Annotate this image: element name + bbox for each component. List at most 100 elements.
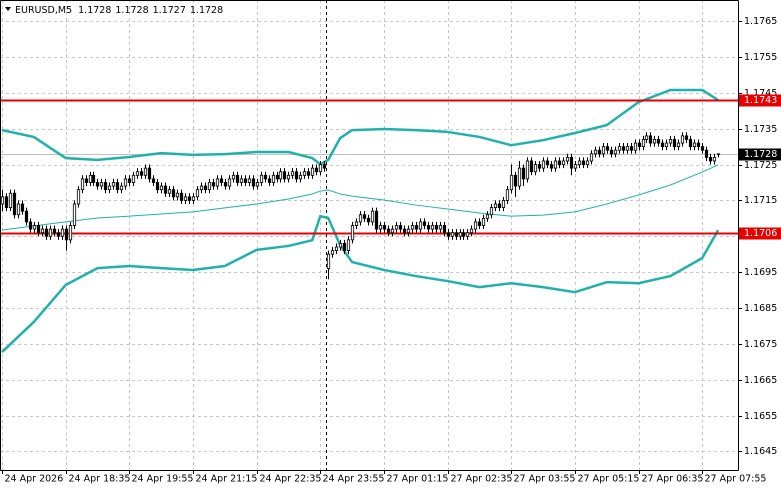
bar-close: 1.1728 <box>190 5 223 16</box>
candle-body <box>358 214 363 223</box>
symbol: EURUSD,M5 <box>15 5 72 16</box>
header-text: EURUSD,M5 1.1728 1.1728 1.1727 1.1728 <box>15 5 223 16</box>
candle-body <box>621 146 626 151</box>
candle-body <box>60 228 65 237</box>
candle-body <box>286 174 291 180</box>
y-tick-label: 1.1665 <box>744 375 777 386</box>
candle-body <box>382 225 387 230</box>
candle-body <box>434 225 439 230</box>
candle-body <box>338 243 343 248</box>
candle-body <box>625 146 630 151</box>
candle-body <box>505 189 510 201</box>
candle-body <box>64 228 69 241</box>
candle-body <box>251 178 256 187</box>
candle-body <box>243 178 248 183</box>
candle-body <box>346 239 351 251</box>
candle-body <box>135 171 140 176</box>
candle-body <box>107 185 112 191</box>
candle-body <box>143 167 148 176</box>
candle-body <box>573 164 578 169</box>
x-tick-label: 27 Apr 07:55 <box>705 474 767 485</box>
candle-body <box>179 192 184 201</box>
candle-body <box>378 225 383 230</box>
candle-body <box>52 228 57 234</box>
candle-body <box>314 167 319 173</box>
candle-body <box>704 149 709 158</box>
candle-body <box>263 174 268 180</box>
candle-body <box>155 182 160 191</box>
candle-body <box>247 178 252 183</box>
candle-body <box>103 182 108 191</box>
candle-body <box>239 178 244 183</box>
candle-body <box>581 160 586 165</box>
x-tick-label: 27 Apr 03:55 <box>514 474 576 485</box>
candle-body <box>151 178 156 183</box>
y-tick-label: 1.1695 <box>744 267 777 278</box>
candle-body <box>12 192 17 216</box>
y-tick-label: 1.1655 <box>744 411 777 422</box>
y-tick-label: 1.1675 <box>744 339 777 350</box>
candle-body <box>131 174 136 183</box>
y-tick-label: 1.1715 <box>744 195 777 206</box>
candle-body <box>215 178 220 187</box>
candle-body <box>513 174 518 187</box>
candle-body <box>354 221 359 226</box>
candle-body <box>684 135 689 140</box>
x-tick-label: 27 Apr 01:15 <box>387 474 449 485</box>
candle-body <box>489 207 494 216</box>
grid <box>0 0 738 470</box>
candle-body <box>617 146 622 151</box>
candle-body <box>302 171 307 176</box>
candle-body <box>672 139 677 148</box>
candle-body <box>318 164 323 173</box>
candle-body <box>637 142 642 148</box>
candle-body <box>501 200 506 208</box>
candle-body <box>676 142 681 148</box>
candle-body <box>44 228 49 237</box>
candle-body <box>298 174 303 180</box>
candle-body <box>533 164 538 173</box>
candle-body <box>326 253 331 269</box>
candle-body <box>473 221 478 230</box>
candle-body <box>668 139 673 144</box>
candle-body <box>255 182 260 187</box>
candle-body <box>680 135 685 144</box>
candle-body <box>402 228 407 234</box>
candle-body <box>593 149 598 155</box>
x-tick-label: 27 Apr 05:15 <box>578 474 640 485</box>
x-tick-label: 24 Apr 2026 <box>5 474 64 485</box>
candle-body <box>20 203 25 212</box>
candle-body <box>290 171 295 176</box>
candle-body <box>656 139 661 144</box>
candle-body <box>219 178 224 183</box>
candle-body <box>195 189 200 198</box>
header: EURUSD,M5 1.1728 1.1728 1.1727 1.1728 <box>5 5 223 16</box>
candle-body <box>549 164 554 169</box>
band-upper <box>1 88 719 166</box>
candle-body <box>80 178 85 191</box>
candle-body <box>95 182 100 187</box>
candle-body <box>72 203 77 226</box>
candle-body <box>207 182 212 191</box>
candle-body <box>577 160 582 165</box>
x-tick-label: 24 Apr 22:35 <box>260 474 322 485</box>
candle-body <box>426 225 431 230</box>
candle-body <box>127 178 132 183</box>
candle-body <box>652 139 657 144</box>
candle-body <box>529 160 534 173</box>
candle-body <box>310 167 315 176</box>
candle-body <box>485 214 490 219</box>
candle-body <box>605 146 610 151</box>
candle-body <box>414 225 419 230</box>
candle-body <box>442 225 447 234</box>
candle-body <box>259 174 264 183</box>
candle-body <box>171 189 176 198</box>
candle-body <box>203 185 208 191</box>
candle-body <box>609 149 614 155</box>
candle-body <box>410 225 415 230</box>
candle-body <box>362 214 367 219</box>
candle-body <box>278 171 283 180</box>
candle-body <box>16 203 21 216</box>
candle-body <box>163 185 168 194</box>
